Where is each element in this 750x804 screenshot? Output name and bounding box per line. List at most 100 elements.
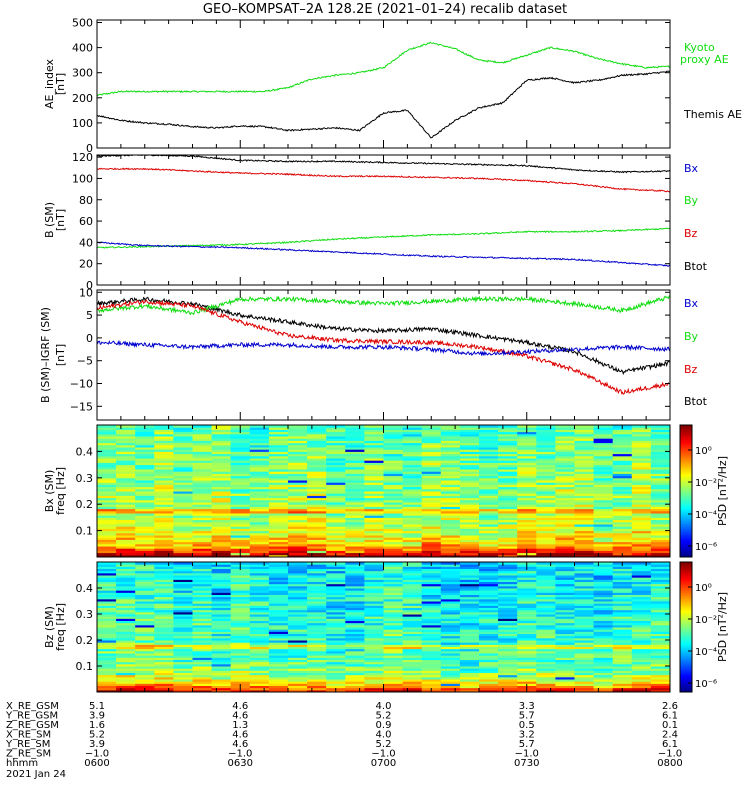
spectrogram-cell [498,548,518,551]
spectrogram-cell [249,568,270,572]
spectrogram-cell [440,524,461,527]
spectrogram-cell [288,572,308,576]
spectrogram-cell [383,583,404,587]
colorbar-cell [680,520,692,523]
spectrogram-cell [116,480,136,483]
spectrogram-cell [116,513,136,516]
spectrogram-cell [268,528,289,532]
spectrogram-cell [288,497,308,501]
spectrogram-cell [326,624,346,628]
spectrogram-cell [288,631,308,634]
spectrogram-cell [307,477,327,481]
spectrogram-cell [631,572,652,576]
colorbar-cell [680,548,692,551]
spectrogram-cell [517,436,537,439]
spectrogram-cell [479,535,499,538]
spectrogram-cell [536,633,556,637]
spectrogram-cell [192,548,213,551]
spectrogram-cell [440,646,461,650]
spectrogram-cell [211,681,232,684]
spectrogram-cell [326,438,346,441]
spectrogram-cell [364,431,384,435]
spectrogram-cell [479,653,499,656]
colorbar-cell [680,481,692,484]
spectrogram-cell [536,622,556,626]
spectrogram-cell [154,598,174,602]
spectrogram-cell [402,484,423,488]
spectrogram-cell [345,661,365,665]
spectrogram-cell [459,444,480,448]
spectrogram-cell [249,575,270,578]
spectrogram-cell [249,528,270,532]
spectrogram-cell [326,590,346,593]
spectrogram-cell [517,583,537,587]
y-axis-unit-bz_spec: freq [Hz] [54,603,67,651]
spectrogram-cell [345,453,365,457]
spectrogram-cell [383,427,404,430]
spectrogram-cell [307,629,327,632]
spectrogram-cell [154,685,174,689]
spectrogram-cell [593,493,614,496]
spectrogram-cell [230,620,251,624]
spectrogram-cell [612,548,633,551]
spectrogram-cell [498,601,518,604]
spectrogram-cell [116,515,136,518]
spectrogram-cell [97,537,117,540]
spectrogram-cell [574,618,595,621]
spectrogram-cell [345,455,365,459]
spectrogram-cell [650,562,671,565]
spectrogram-cell [498,475,518,479]
spectrogram-cell [230,661,251,665]
spectrogram-cell [517,676,537,680]
spectrogram-cell [116,620,136,624]
spectrogram-cell [421,631,442,634]
spectrogram-cell [268,655,289,658]
spectrogram-cell [555,543,575,547]
spectrogram-cell [631,590,652,593]
spectrogram-cell [345,642,365,645]
spectrogram-cell [154,566,174,569]
spectrogram-cell [498,622,518,626]
colorbar-cell [680,573,692,576]
spectrogram-cell [517,659,537,663]
spectrogram-cell [612,648,633,652]
spectrogram-cell [440,661,461,665]
spectrogram-cell [479,442,499,446]
spectrogram-cell [364,433,384,437]
spectrogram-cell [421,683,442,686]
spectrogram-cell [421,674,442,678]
spectrogram-cell [536,572,556,576]
spectrogram-cell [383,510,404,514]
spectrogram-cell [479,497,499,501]
spectrogram-cell [650,616,671,619]
spectrogram-cell [517,471,537,474]
spectrogram-cell [173,674,193,678]
spectrogram-cell [364,510,384,514]
spectrogram-cell [517,635,537,639]
spectrogram-cell [364,425,384,428]
spectrogram-cell [593,655,614,658]
spectrogram-cell [631,548,652,551]
spectrogram-cell [211,444,232,448]
spectrogram-cell [326,453,346,457]
spectrogram-cell [612,676,633,680]
spectrogram-cell [364,572,384,576]
spectrogram-cell [440,480,461,483]
spectrogram-cell [402,513,423,516]
spectrogram-cell [268,449,289,452]
spectrogram-cell [479,620,499,624]
spectrogram-cell [116,624,136,628]
spectrogram-cell [421,583,442,587]
spectrogram-cell [173,681,193,684]
spectrogram-cell [97,493,117,496]
spectrogram-cell [364,429,384,433]
spectrogram-cell [498,504,518,507]
spectrogram-cell [517,661,537,665]
spectrogram-cell [345,627,365,630]
spectrogram-cell [536,436,556,439]
spectrogram-cell [440,552,461,556]
spectrogram-cell [612,655,633,658]
spectrogram-cell [268,585,289,589]
spectrogram-cell [536,453,556,457]
colorbar-cell [680,446,692,449]
